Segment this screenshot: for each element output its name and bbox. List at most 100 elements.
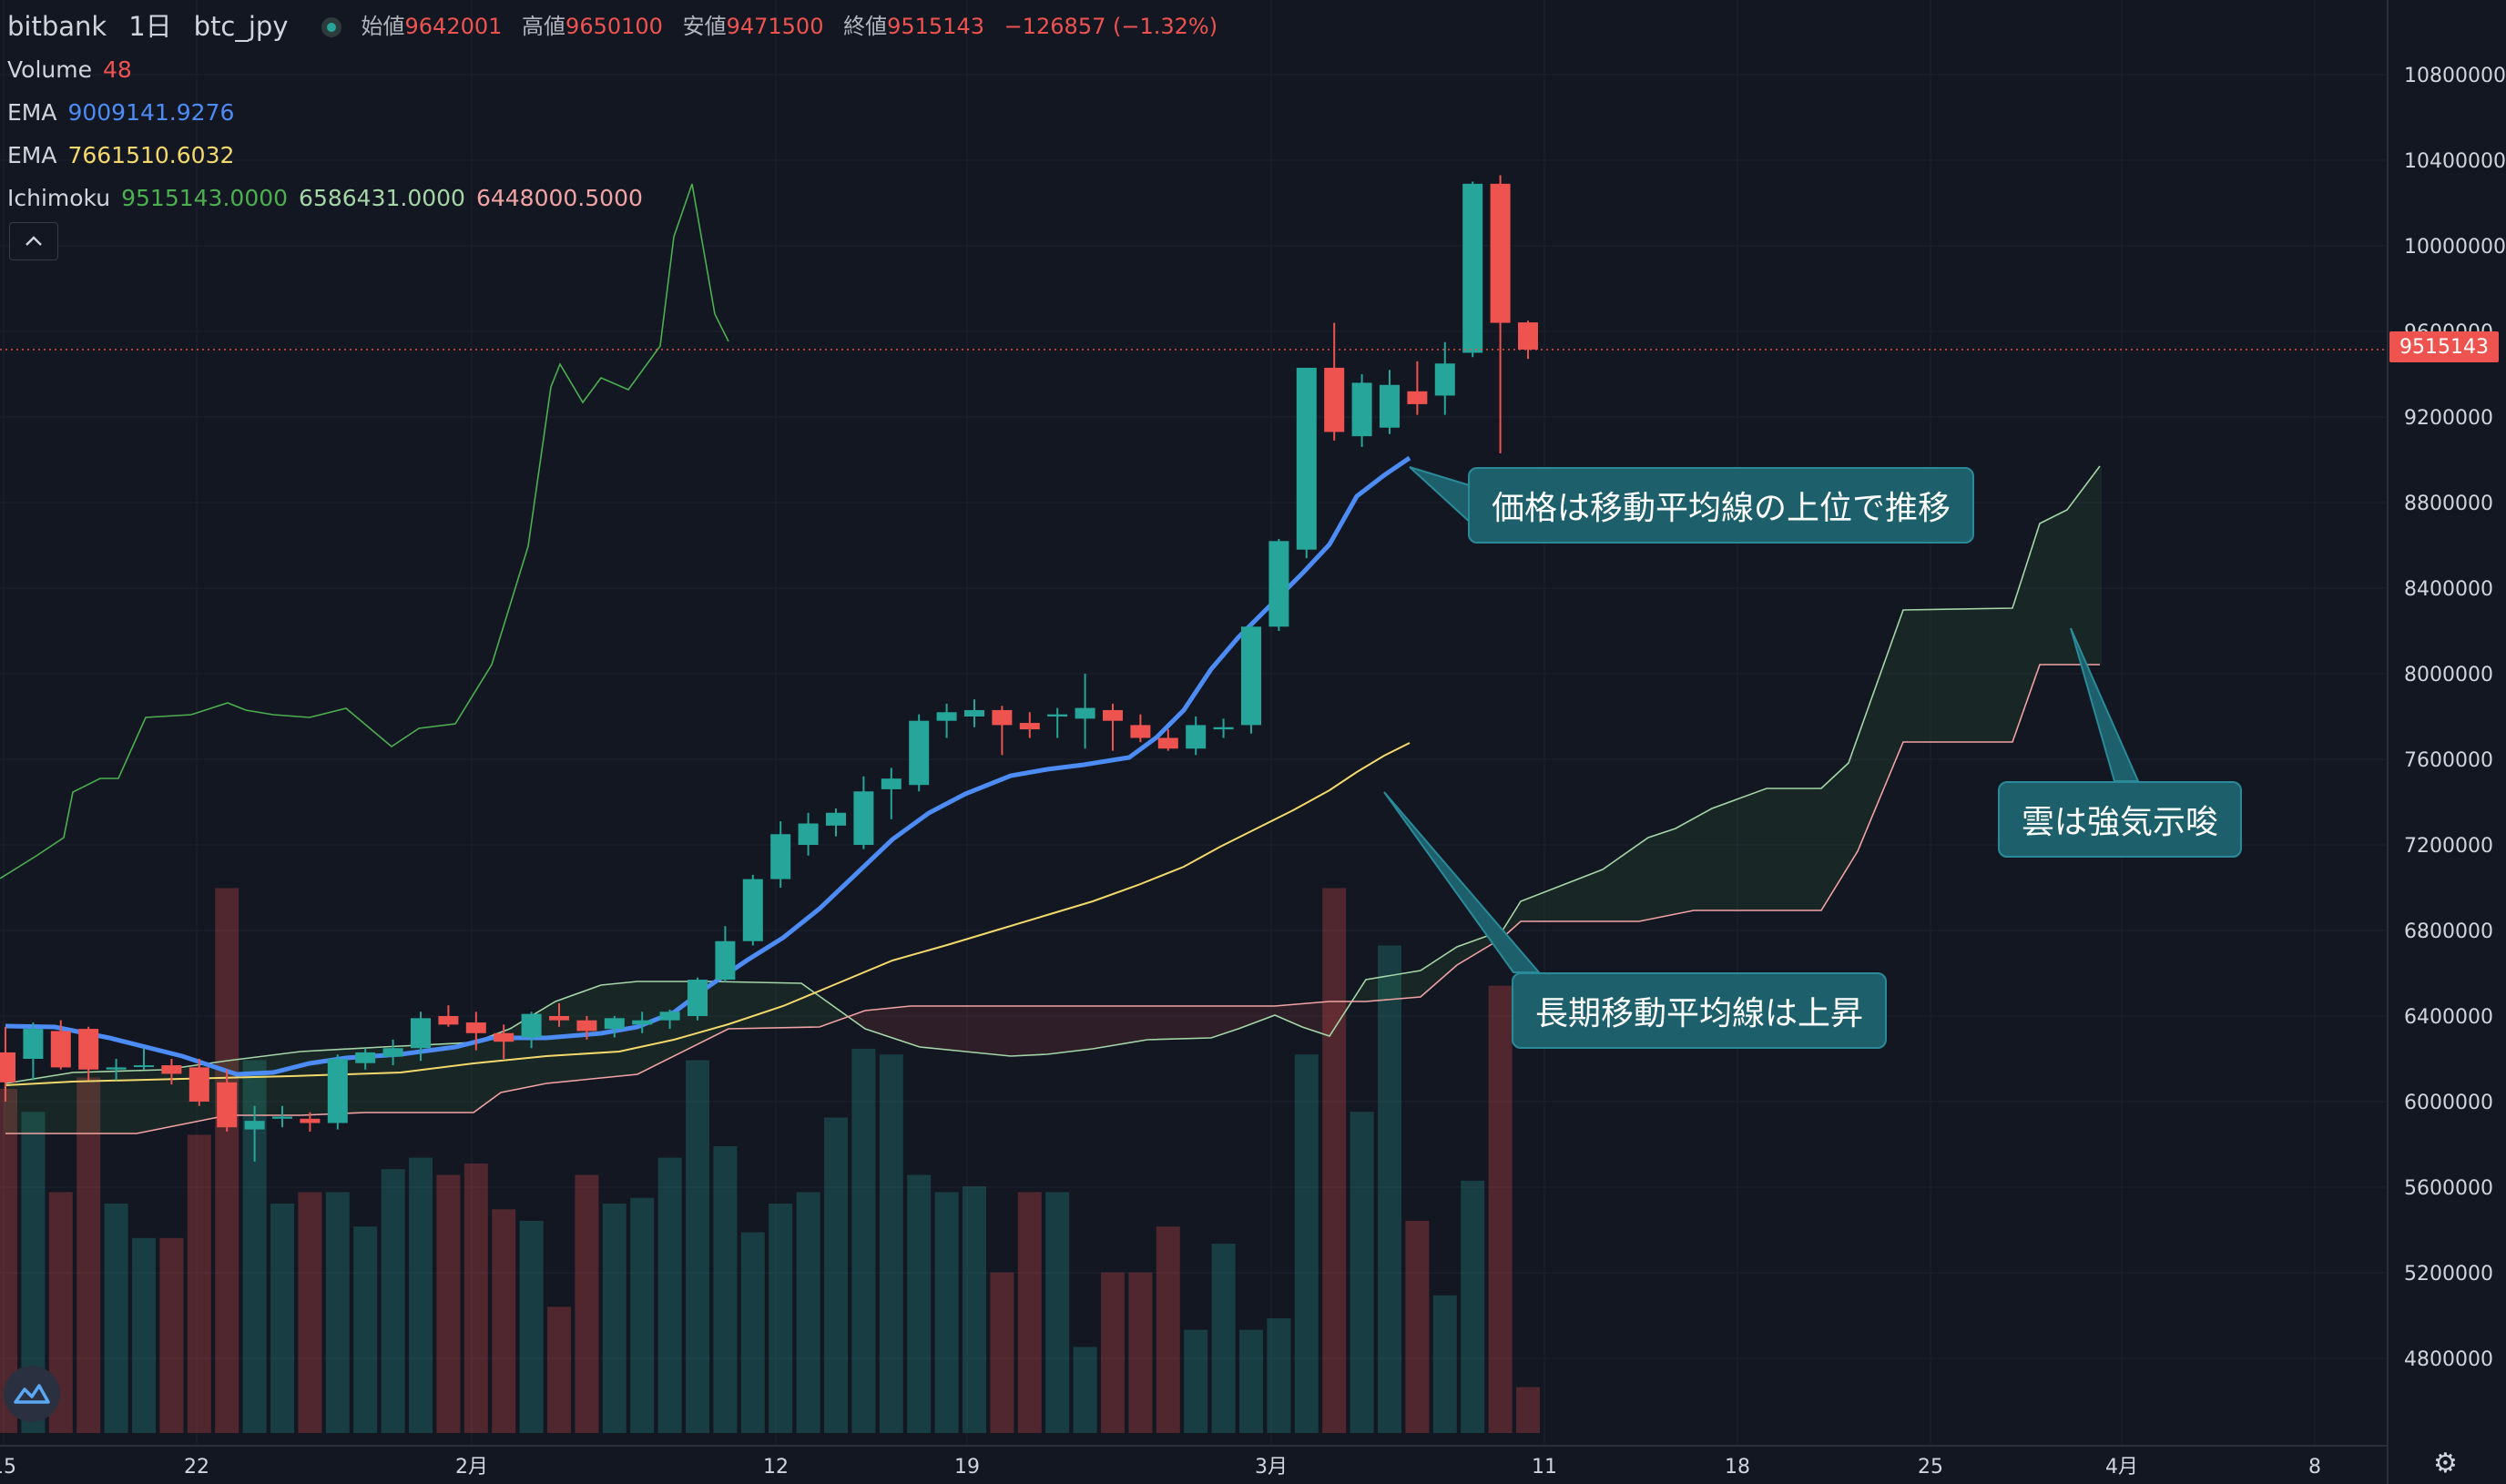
candle-body <box>188 1067 209 1102</box>
price-axis[interactable]: 1080000010400000100000009600000920000088… <box>2404 65 2506 1371</box>
volume-bar <box>686 1060 709 1433</box>
settings-gear-icon[interactable]: ⚙ <box>2433 1448 2458 1479</box>
ema-fast-legend[interactable]: EMA 9009141.9276 <box>7 91 1230 134</box>
ema-fast-value: 9009141.9276 <box>67 99 235 126</box>
candle-body <box>106 1067 127 1070</box>
ema-fast-label: EMA <box>7 99 57 126</box>
time-tick-label: 15 <box>0 1456 16 1479</box>
time-tick-label: 18 <box>1725 1456 1750 1479</box>
collapse-legend-button[interactable] <box>9 222 58 260</box>
volume-bar <box>1461 1180 1485 1433</box>
volume-bar <box>602 1204 626 1433</box>
pointer-cloud-bullish <box>2070 627 2140 782</box>
time-axis[interactable]: 15 22 2月 12 19 3月 11 18 25 4月 8 <box>0 1456 2321 1479</box>
close-label: 終値 <box>843 14 888 39</box>
volume-bar <box>796 1192 820 1433</box>
callout-cloud-bullish: 雲は強気示唆 <box>1998 781 2243 858</box>
candle-body <box>244 1121 265 1130</box>
candle-body <box>1462 183 1483 353</box>
price-tick-label: 8000000 <box>2404 664 2493 686</box>
volume-bar <box>464 1163 488 1433</box>
ichimoku-value-3: 6448000.5000 <box>475 185 643 211</box>
interval[interactable]: 1日 <box>128 11 172 42</box>
change-value: −126857 (−1.32%) <box>1003 14 1218 39</box>
price-tick-label: 8800000 <box>2404 493 2493 515</box>
candle-body <box>604 1018 625 1030</box>
candle-body <box>909 720 930 786</box>
price-tick-label: 6800000 <box>2404 920 2493 943</box>
volume-bars <box>0 888 1540 1433</box>
candlesticks <box>0 175 1538 1162</box>
ichimoku-value-2: 6586431.0000 <box>299 185 465 211</box>
candle-body <box>549 1016 569 1021</box>
candle-body <box>742 879 763 941</box>
symbol-row[interactable]: bitbank 1日 btc_jpy 始値9642001 高値9650100 安… <box>7 5 1230 48</box>
symbol-name[interactable]: btc_jpy <box>193 11 289 42</box>
volume-bar <box>1101 1272 1125 1433</box>
volume-bar <box>1017 1192 1042 1433</box>
price-tick-label: 8400000 <box>2404 578 2493 601</box>
volume-bar <box>713 1146 738 1433</box>
candle-body <box>0 1052 15 1083</box>
price-tick-label: 6400000 <box>2404 1006 2493 1029</box>
price-tick-label: 10800000 <box>2404 65 2506 87</box>
volume-bar <box>657 1157 682 1433</box>
market-status-icon <box>321 16 341 37</box>
candle-body <box>1324 367 1345 432</box>
candle-body <box>936 712 957 721</box>
price-tick-label: 5200000 <box>2404 1263 2493 1286</box>
volume-bar <box>1045 1192 1070 1433</box>
volume-bar <box>1128 1272 1153 1433</box>
volume-legend[interactable]: Volume 48 <box>7 48 1230 91</box>
volume-bar <box>1405 1220 1430 1433</box>
volume-bar <box>1322 888 1347 1433</box>
volume-bar <box>547 1306 571 1433</box>
price-tick-label: 9200000 <box>2404 407 2493 430</box>
volume-bar <box>1073 1347 1097 1433</box>
exchange-name: bitbank <box>7 11 107 42</box>
volume-bar <box>1378 945 1401 1433</box>
tradingview-logo-button[interactable] <box>4 1366 60 1422</box>
candle-body <box>881 778 902 789</box>
time-tick-label: 4月 <box>2105 1456 2138 1479</box>
candle-body <box>1296 367 1317 550</box>
volume-value: 48 <box>102 56 132 83</box>
volume-bar <box>0 1089 17 1433</box>
time-tick-label: 2月 <box>455 1456 488 1479</box>
candle-body <box>78 1029 99 1070</box>
last-price-label: 9515143 <box>2389 331 2499 362</box>
callout-long-ma-rising: 長期移動平均線は上昇 <box>1512 972 1888 1049</box>
ema-slow-value: 7661510.6032 <box>67 142 235 168</box>
candle-body <box>992 709 1013 726</box>
volume-bar <box>1488 985 1513 1433</box>
candle-body <box>1518 322 1538 350</box>
volume-bar <box>769 1204 793 1433</box>
candle-body <box>494 1032 514 1042</box>
legend: bitbank 1日 btc_jpy 始値9642001 高値9650100 安… <box>7 5 1230 219</box>
ichimoku-legend[interactable]: Ichimoku 9515143.0000 6586431.0000 64480… <box>7 177 1230 219</box>
mountain-logo-icon <box>14 1384 50 1404</box>
candle-body <box>1380 384 1400 428</box>
time-tick-label: 25 <box>1918 1456 1943 1479</box>
volume-bar <box>1516 1387 1540 1433</box>
price-tick-label: 7600000 <box>2404 749 2493 772</box>
ema-slow-legend[interactable]: EMA 7661510.6032 <box>7 134 1230 177</box>
high-label: 高値 <box>522 14 566 39</box>
chikou-span-line <box>0 183 729 879</box>
volume-bar <box>298 1192 322 1433</box>
ichimoku-label: Ichimoku <box>7 185 111 211</box>
time-tick-label: 12 <box>763 1456 789 1479</box>
volume-bar <box>519 1220 544 1433</box>
volume-bar <box>436 1174 461 1433</box>
candle-body <box>1103 709 1123 721</box>
volume-bar <box>963 1186 986 1433</box>
volume-bar <box>132 1237 156 1433</box>
candle-body <box>50 1031 71 1068</box>
volume-bar <box>990 1272 1014 1433</box>
volume-bar <box>824 1117 848 1433</box>
volume-bar <box>353 1226 378 1433</box>
candle-body <box>1213 727 1234 730</box>
cloud-fill-bullish <box>4 466 2102 1133</box>
candle-body <box>826 812 846 826</box>
